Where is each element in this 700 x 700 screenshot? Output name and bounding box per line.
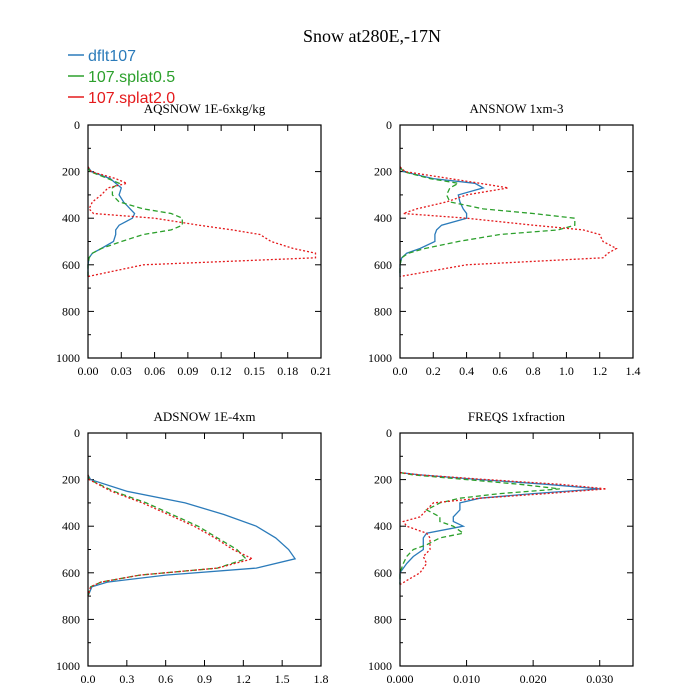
- series-line-107.splat2.0: [399, 471, 607, 586]
- series-line-107.splat2.0: [87, 166, 317, 278]
- x-tick-label: 1.2: [592, 364, 607, 378]
- legend: dflt107 107.splat0.5 107.splat2.0: [68, 48, 175, 107]
- legend-label: dflt107: [88, 48, 136, 65]
- y-tick-label: 200: [374, 473, 392, 487]
- y-tick-label: 1000: [56, 659, 80, 673]
- x-tick-label: 0.18: [277, 364, 298, 378]
- series-line-dflt107: [87, 474, 297, 597]
- panel-title: AQSNOW 1E-6xkg/kg: [144, 101, 266, 116]
- series-line-107.splat2.0: [87, 474, 255, 597]
- y-tick-label: 800: [62, 304, 80, 318]
- series-line-107.splat0.5: [399, 471, 560, 585]
- x-tick-label: 0.00: [78, 364, 99, 378]
- panel-title: ADSNOW 1E-4xm: [154, 409, 256, 424]
- x-tick-label: 0.6: [492, 364, 507, 378]
- x-tick-label: 1.0: [559, 364, 574, 378]
- y-tick-label: 1000: [56, 351, 80, 365]
- y-tick-label: 1000: [368, 659, 392, 673]
- x-tick-label: 0.09: [177, 364, 198, 378]
- y-tick-label: 800: [374, 612, 392, 626]
- y-tick-label: 400: [62, 211, 80, 225]
- plot-frame: [399, 432, 634, 667]
- y-tick-label: 400: [62, 519, 80, 533]
- series-line-107.splat2.0: [399, 166, 618, 278]
- legend-label: 107.splat2.0: [88, 90, 175, 107]
- y-tick-label: 600: [374, 566, 392, 580]
- series-line-107.splat0.5: [87, 166, 183, 277]
- y-tick-label: 200: [62, 165, 80, 179]
- x-tick-label: 1.2: [236, 672, 251, 686]
- series-line-107.splat0.5: [399, 166, 576, 277]
- x-tick-label: 0.030: [586, 672, 613, 686]
- x-tick-label: 1.5: [275, 672, 290, 686]
- x-tick-label: 0.3: [119, 672, 134, 686]
- plot-frame: [87, 432, 322, 667]
- y-tick-label: 600: [62, 258, 80, 272]
- x-tick-label: 0.000: [387, 672, 414, 686]
- legend-entry-1: 107.splat0.5: [68, 69, 175, 86]
- x-tick-label: 0.0: [393, 364, 408, 378]
- x-tick-label: 0.8: [526, 364, 541, 378]
- y-tick-label: 0: [386, 426, 392, 440]
- series-line-dflt107: [399, 471, 600, 585]
- x-tick-label: 0.6: [158, 672, 173, 686]
- series-line-dflt107: [87, 166, 136, 277]
- y-tick-label: 200: [62, 473, 80, 487]
- x-tick-label: 1.4: [626, 364, 641, 378]
- x-tick-label: 0.2: [426, 364, 441, 378]
- x-tick-label: 0.0: [81, 672, 96, 686]
- y-tick-label: 800: [62, 612, 80, 626]
- y-tick-label: 400: [374, 211, 392, 225]
- y-tick-label: 600: [374, 258, 392, 272]
- figure-title: Snow at280E,-17N: [303, 26, 441, 46]
- y-tick-label: 600: [62, 566, 80, 580]
- x-tick-label: 0.21: [311, 364, 332, 378]
- panel-title: FREQS 1xfraction: [468, 409, 566, 424]
- y-tick-label: 400: [374, 519, 392, 533]
- y-tick-label: 1000: [368, 351, 392, 365]
- legend-entry-0: dflt107: [68, 48, 136, 65]
- y-tick-label: 200: [374, 165, 392, 179]
- x-tick-label: 1.8: [314, 672, 329, 686]
- series-line-dflt107: [399, 166, 485, 277]
- y-tick-label: 0: [74, 426, 80, 440]
- x-tick-label: 0.15: [244, 364, 265, 378]
- legend-label: 107.splat0.5: [88, 69, 175, 86]
- legend-entry-2: 107.splat2.0: [68, 90, 175, 107]
- x-tick-label: 0.03: [111, 364, 132, 378]
- x-tick-label: 0.12: [211, 364, 232, 378]
- y-tick-label: 800: [374, 304, 392, 318]
- panel-title: ANSNOW 1xm-3: [469, 101, 563, 116]
- series-line-107.splat0.5: [87, 474, 248, 597]
- x-tick-label: 0.010: [453, 672, 480, 686]
- x-tick-label: 0.020: [520, 672, 547, 686]
- x-tick-label: 0.06: [144, 364, 165, 378]
- plot-frame: [399, 124, 634, 359]
- y-tick-label: 0: [74, 118, 80, 132]
- x-tick-label: 0.4: [459, 364, 474, 378]
- x-tick-label: 0.9: [197, 672, 212, 686]
- plot-frame: [87, 124, 322, 359]
- y-tick-label: 0: [386, 118, 392, 132]
